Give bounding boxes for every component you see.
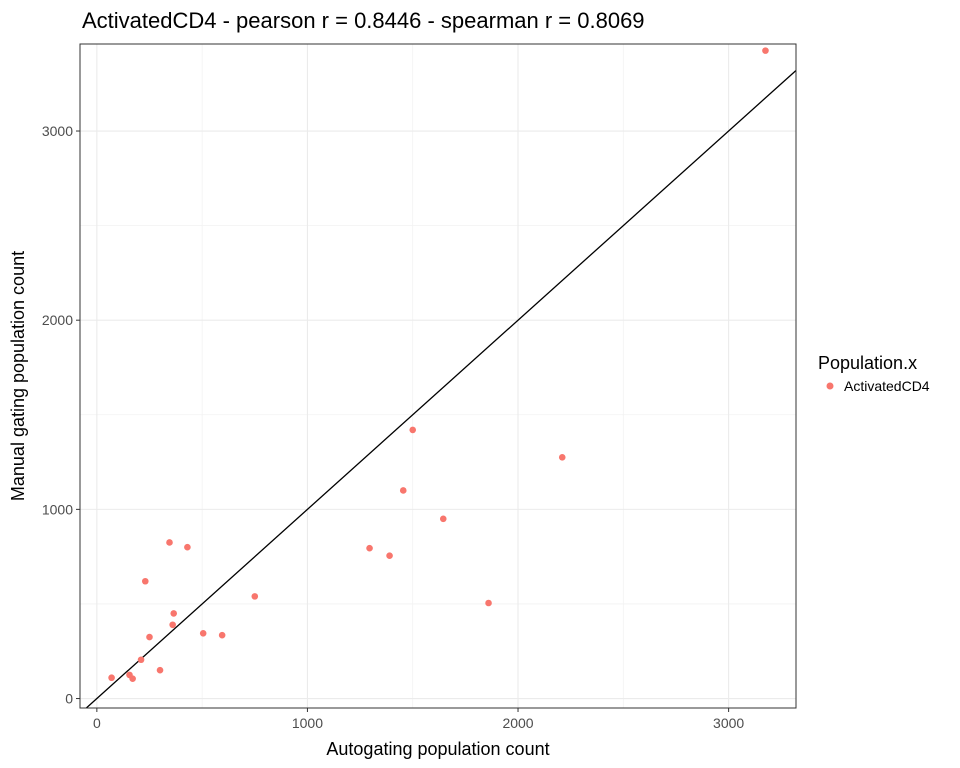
data-point bbox=[762, 47, 769, 54]
data-point bbox=[170, 610, 178, 617]
data-point bbox=[485, 599, 492, 607]
panel-border bbox=[79, 43, 797, 709]
legend-title: Population.x bbox=[818, 353, 917, 373]
x-tick-label: 3000 bbox=[713, 715, 744, 731]
data-point bbox=[166, 539, 173, 546]
data-point bbox=[439, 515, 447, 523]
y-tick-label: 1000 bbox=[42, 501, 73, 517]
x-tick-label: 2000 bbox=[502, 715, 533, 731]
reference-line bbox=[85, 70, 797, 709]
chart-title: ActivatedCD4 - pearson r = 0.8446 - spea… bbox=[82, 8, 645, 33]
legend: Population.x ActivatedCD4 bbox=[818, 353, 930, 394]
panel-background bbox=[80, 44, 796, 708]
x-tick-label: 0 bbox=[93, 715, 101, 731]
data-point bbox=[108, 674, 115, 682]
legend-label-activatedcd4: ActivatedCD4 bbox=[844, 378, 930, 394]
data-point bbox=[169, 621, 176, 629]
data-point bbox=[146, 633, 153, 641]
data-point bbox=[366, 544, 373, 552]
data-point bbox=[386, 552, 393, 560]
data-point bbox=[399, 487, 407, 494]
reference-line-group bbox=[85, 70, 797, 709]
legend-key-activatedcd4 bbox=[826, 382, 834, 390]
data-point bbox=[129, 675, 136, 682]
scatter-points bbox=[108, 47, 769, 682]
y-axis-label: Manual gating population count bbox=[8, 251, 28, 501]
data-point bbox=[199, 629, 207, 637]
y-tick-label: 2000 bbox=[42, 312, 73, 328]
minor-gridlines bbox=[80, 44, 796, 708]
data-point bbox=[141, 577, 149, 585]
data-point bbox=[251, 593, 259, 600]
y-axis-ticks: 0 1000 2000 3000 bbox=[42, 123, 80, 707]
data-point bbox=[409, 426, 417, 434]
plot-panel bbox=[80, 44, 796, 708]
data-point bbox=[184, 543, 191, 551]
x-axis-label: Autogating population count bbox=[326, 739, 549, 759]
data-point bbox=[137, 656, 145, 664]
major-gridlines bbox=[80, 44, 796, 708]
data-point bbox=[558, 454, 566, 461]
data-point bbox=[218, 631, 226, 639]
data-point bbox=[156, 666, 164, 674]
x-tick-label: 1000 bbox=[292, 715, 323, 731]
y-tick-label: 0 bbox=[65, 691, 73, 707]
x-axis-ticks: 0 1000 2000 3000 bbox=[93, 708, 744, 731]
y-tick-label: 3000 bbox=[42, 123, 73, 139]
